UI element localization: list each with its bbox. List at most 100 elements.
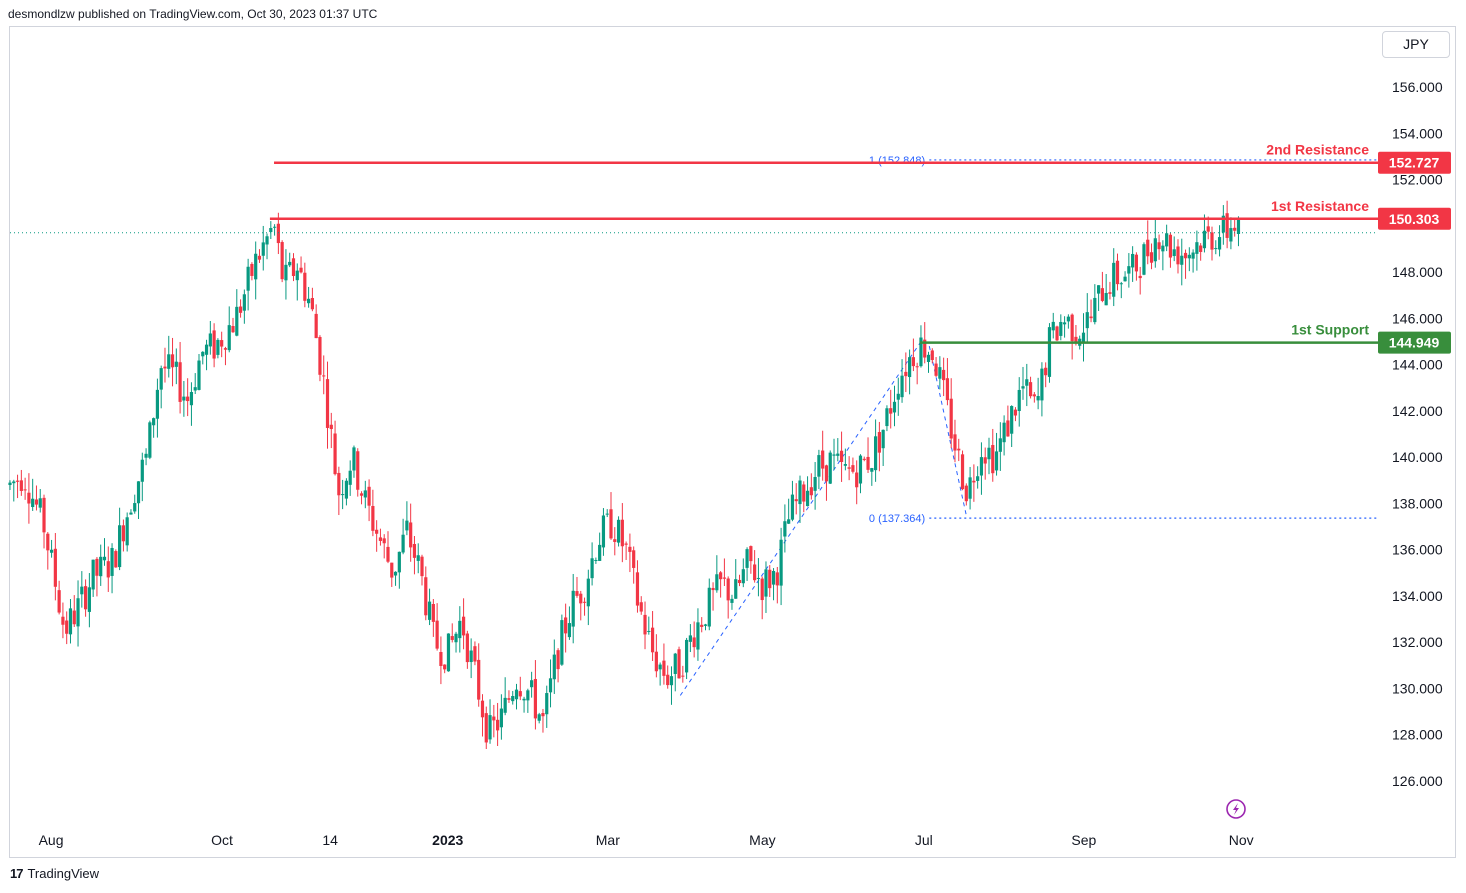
candle-body <box>703 624 708 626</box>
candle <box>1100 271 1104 303</box>
candle-body <box>753 564 757 581</box>
candle <box>548 659 553 708</box>
candle-body <box>737 579 742 584</box>
candle-body <box>197 360 201 390</box>
candle-body <box>892 401 897 413</box>
candle <box>915 362 919 385</box>
candle-body <box>522 698 526 701</box>
y-tick-label: 146.000 <box>1392 310 1443 326</box>
candle <box>632 546 636 584</box>
publisher-credit: desmondlzw published on TradingView.com,… <box>8 7 378 21</box>
candle <box>650 611 655 662</box>
candle <box>809 473 813 500</box>
candle-body <box>873 436 878 471</box>
candle-body <box>367 486 371 506</box>
candle-body <box>1183 252 1188 259</box>
candle-body <box>431 604 435 622</box>
candle <box>197 353 201 391</box>
candle <box>461 598 466 650</box>
candle <box>628 533 632 573</box>
candle <box>873 419 878 482</box>
candle-body <box>567 623 572 638</box>
candle-body <box>787 519 791 524</box>
price-badge <box>1378 207 1451 230</box>
candle-body <box>681 675 685 677</box>
candle-body <box>182 396 186 401</box>
candle-body <box>356 451 360 490</box>
candle <box>703 623 708 631</box>
candle-body <box>155 389 160 419</box>
candle-body <box>616 519 621 543</box>
candle <box>1221 205 1225 245</box>
candle-body <box>976 476 980 481</box>
candle <box>91 559 95 597</box>
candle <box>900 359 904 403</box>
tradingview-footer[interactable]: 17 TradingView <box>10 866 99 881</box>
candle-body <box>1146 239 1150 257</box>
candle <box>49 539 54 558</box>
candle <box>987 437 991 475</box>
candle-body <box>533 678 538 719</box>
candle-body <box>741 569 745 584</box>
candle-body <box>1032 394 1036 397</box>
currency-selector[interactable]: JPY <box>1382 31 1450 58</box>
candle <box>189 382 194 426</box>
candle <box>832 438 836 471</box>
candle-body <box>223 348 228 350</box>
candle <box>68 598 73 644</box>
candle-body <box>560 620 564 665</box>
candle-body <box>696 622 700 650</box>
candle-body <box>427 601 432 620</box>
candle <box>741 558 745 588</box>
candle <box>212 323 216 368</box>
candle <box>325 361 330 449</box>
candle <box>382 534 386 559</box>
candle-body <box>545 693 549 715</box>
candle-body <box>250 263 254 276</box>
candle-body <box>27 492 31 504</box>
candle-body <box>133 503 137 512</box>
candle <box>80 571 84 608</box>
candle <box>310 287 314 312</box>
candle <box>27 473 31 524</box>
candle-body <box>1112 262 1116 297</box>
candle-body <box>397 551 401 573</box>
candle <box>57 580 61 615</box>
candle-body <box>945 378 950 401</box>
candle <box>545 685 549 728</box>
candle-body <box>775 572 779 586</box>
candle <box>1059 314 1063 341</box>
candle <box>356 448 360 497</box>
candle-body <box>1176 246 1180 265</box>
candle-body <box>72 610 76 625</box>
candle <box>866 437 870 473</box>
replay-icon[interactable] <box>1226 799 1246 819</box>
candle <box>1097 285 1101 311</box>
candle-body <box>1010 406 1014 434</box>
candle-body <box>102 556 107 561</box>
candle <box>420 554 424 586</box>
candle <box>8 480 12 491</box>
candle <box>348 460 352 496</box>
candle-body <box>1006 420 1010 437</box>
candle <box>118 507 122 571</box>
candle <box>976 466 980 489</box>
candle <box>390 562 394 587</box>
candle-body <box>923 339 927 358</box>
candle <box>783 504 787 553</box>
candle-body <box>34 499 39 505</box>
candle <box>1146 220 1150 265</box>
y-tick-label: 156.000 <box>1392 79 1443 95</box>
candle <box>908 349 912 395</box>
candle <box>1010 405 1014 448</box>
candle <box>1180 238 1184 286</box>
candle-body <box>238 306 243 313</box>
candle-body <box>1085 312 1089 329</box>
candle-body <box>446 633 451 672</box>
candle <box>314 304 318 339</box>
candle <box>605 509 609 518</box>
candle <box>1021 366 1025 400</box>
candle <box>284 249 288 300</box>
candle <box>643 601 647 650</box>
